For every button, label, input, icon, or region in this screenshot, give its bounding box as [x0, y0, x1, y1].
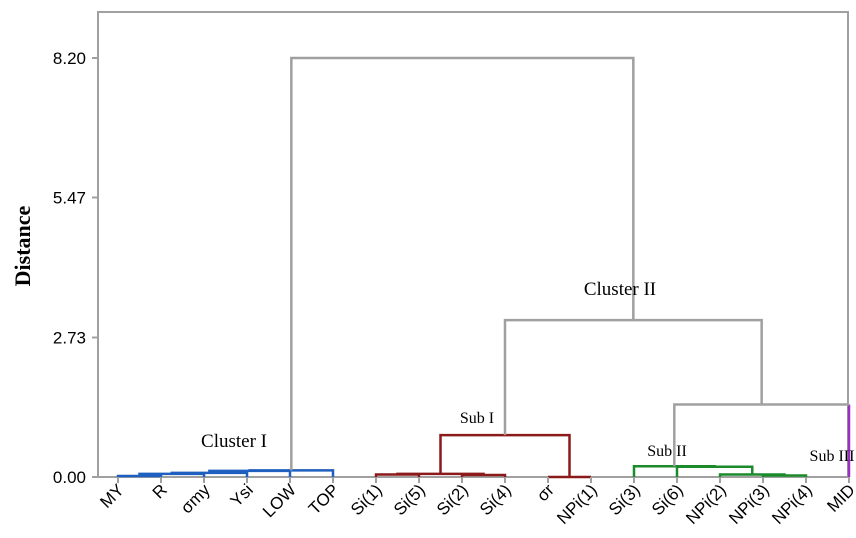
link-cluster2	[503, 318, 763, 436]
x-tick-label: NPi(4)	[768, 480, 815, 527]
y-tick-label: 5.47	[53, 188, 86, 207]
plot-frame	[97, 11, 849, 478]
y-tick-label: 0.00	[53, 468, 86, 487]
x-tick-label: σr	[533, 480, 558, 505]
x-tick-label: Si(1)	[347, 480, 386, 519]
x-tick-label: TOP	[305, 480, 343, 518]
x-tick-label: Si(4)	[476, 480, 515, 519]
y-tick-label: 2.73	[53, 329, 86, 348]
x-tick-label: Si(2)	[433, 480, 472, 519]
x-tick-label: Si(6)	[648, 480, 687, 519]
x-tick-label: MY	[96, 480, 127, 511]
link-si-group	[396, 472, 485, 476]
x-tick-label: σmy	[177, 480, 214, 517]
annotation-cluster-1: Cluster I	[201, 431, 267, 452]
link-sub1	[439, 433, 571, 477]
x-tick-label: Si(5)	[390, 480, 429, 519]
y-axis: 0.00 2.73 5.47 8.20	[53, 49, 98, 487]
y-axis-title: Distance	[10, 205, 35, 286]
x-tick-label: NPi(2)	[682, 480, 729, 527]
annotation-sub-2: Sub II	[647, 443, 687, 460]
x-tick-label: NPi(3)	[725, 480, 772, 527]
y-tick-label: 8.20	[53, 49, 86, 68]
x-tick-label: MID	[823, 480, 856, 515]
annotation-sub-3: Sub III	[810, 448, 855, 465]
link-my-r	[116, 474, 163, 478]
x-tick-label: LOW	[259, 480, 300, 521]
link-root	[290, 56, 635, 471]
annotation-sub-1: Sub I	[460, 410, 494, 427]
annotation-cluster-2: Cluster II	[584, 279, 656, 300]
x-tick-label: R	[149, 480, 171, 502]
x-tick-label: Si(3)	[605, 480, 644, 519]
x-tick-label: NPi(1)	[553, 480, 600, 527]
link-sub2-mid	[673, 403, 849, 467]
dendrogram-links	[116, 56, 851, 479]
x-tick-label: Ysi	[227, 480, 257, 510]
